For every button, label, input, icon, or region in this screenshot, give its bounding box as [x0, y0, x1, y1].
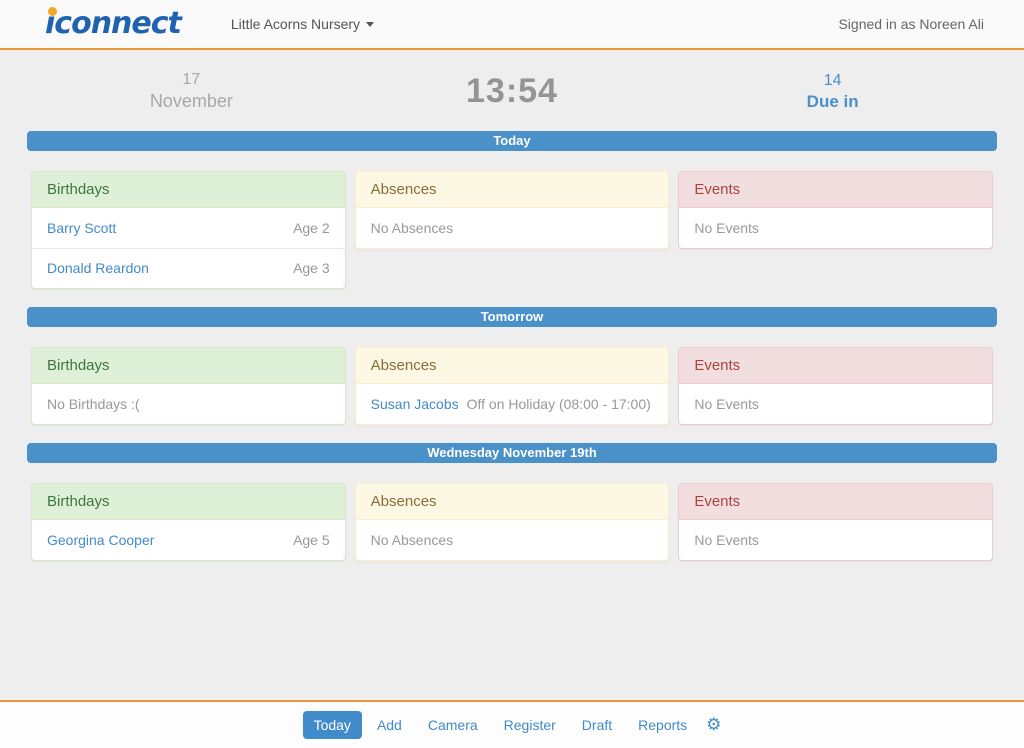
absence-row: No Absences: [356, 208, 669, 248]
child-name-link[interactable]: Donald Reardon: [47, 260, 149, 276]
absences-panel-body: Susan Jacobs Off on Holiday (08:00 - 17:…: [356, 384, 669, 424]
events-panel: Events No Events: [678, 482, 993, 561]
nursery-selector-label: Little Acorns Nursery: [230, 16, 361, 32]
absence-row: Susan Jacobs Off on Holiday (08:00 - 17:…: [356, 384, 669, 424]
panels-row: Birthdays Georgina Cooper Age 5 Absences…: [31, 482, 993, 561]
child-age: Age 2: [293, 219, 330, 236]
events-panel-header: Events: [679, 171, 992, 208]
events-panel-body: No Events: [679, 208, 992, 248]
event-row: No Events: [679, 384, 992, 424]
bottom-nav-bar: Today Add Camera Register Draft Reports …: [0, 700, 1024, 748]
section-banner: Today: [27, 130, 997, 151]
date-day: 17: [182, 71, 201, 88]
due-in-indicator[interactable]: 14 Due in: [672, 71, 993, 112]
events-panel-header: Events: [679, 347, 992, 384]
absences-panel-body: No Absences: [356, 520, 669, 560]
no-events-text: No Events: [694, 395, 759, 412]
child-name-link[interactable]: Georgina Cooper: [47, 531, 155, 548]
birthdays-panel-body: No Birthdays :(: [32, 384, 345, 424]
absences-panel: Absences Susan Jacobs Off on Holiday (08…: [354, 346, 670, 425]
birthdays-panel: Birthdays Georgina Cooper Age 5: [31, 482, 346, 561]
no-absences-text: No Absences: [370, 531, 454, 548]
absences-panel: Absences No Absences: [354, 170, 670, 249]
due-in-label: Due in: [806, 91, 859, 111]
current-date: 17 November: [31, 70, 352, 113]
top-bar: i connect Little Acorns Nursery Signed in…: [0, 0, 1024, 50]
absences-panel: Absences No Absences: [354, 482, 670, 561]
event-row: No Events: [679, 520, 992, 560]
logo-i-letter: i: [45, 7, 57, 39]
absences-panel-header: Absences: [355, 347, 669, 384]
no-birthdays-text: No Birthdays :(: [47, 395, 140, 412]
logo-orange-dot-icon: [48, 7, 57, 16]
events-panel: Events No Events: [678, 170, 993, 249]
no-events-text: No Events: [694, 531, 759, 548]
events-panel-body: No Events: [679, 384, 992, 424]
events-panel-body: No Events: [679, 520, 992, 560]
absences-panel-header: Absences: [355, 483, 669, 520]
no-events-text: No Events: [694, 219, 759, 236]
section-banner: Tomorrow: [27, 306, 997, 327]
child-name-link[interactable]: Barry Scott: [47, 219, 117, 236]
birthdays-panel: Birthdays Barry Scott Age 2 Donald Reard…: [31, 170, 346, 289]
no-absences-text: No Absences: [370, 219, 454, 236]
birthdays-panel-header: Birthdays: [32, 347, 345, 384]
nav-reports[interactable]: Reports: [638, 717, 688, 733]
current-time: 13:54: [466, 71, 558, 110]
absences-panel-header: Absences: [355, 171, 669, 208]
birthday-row: Donald Reardon Age 3: [32, 247, 345, 288]
chevron-down-icon: [366, 21, 375, 27]
nav-register[interactable]: Register: [503, 717, 556, 733]
absences-panel-body: No Absences: [356, 208, 669, 248]
date-month: November: [149, 91, 233, 111]
birthdays-panel-body: Barry Scott Age 2 Donald Reardon Age 3: [32, 208, 345, 288]
section-banner: Wednesday November 19th: [27, 442, 997, 463]
birthdays-panel: Birthdays No Birthdays :(: [31, 346, 346, 425]
signed-in-text: Signed in as Noreen Ali: [838, 16, 984, 32]
nav-add[interactable]: Add: [376, 717, 402, 733]
due-in-count: 14: [823, 71, 842, 89]
nav-today[interactable]: Today: [302, 711, 362, 739]
panels-row: Birthdays Barry Scott Age 2 Donald Reard…: [31, 170, 993, 289]
section-wednesday: Wednesday November 19th Birthdays Georgi…: [0, 442, 1024, 561]
section-tomorrow: Tomorrow Birthdays No Birthdays :( Absen…: [0, 306, 1024, 425]
nav-draft[interactable]: Draft: [581, 717, 613, 733]
events-panel-header: Events: [679, 483, 992, 520]
main-content: 17 November 13:54 14 Due in Today Birthd…: [0, 50, 1024, 700]
birthday-row: Barry Scott Age 2: [32, 208, 345, 248]
section-today: Today Birthdays Barry Scott Age 2 Donald…: [0, 130, 1024, 289]
birthday-row: No Birthdays :(: [32, 384, 345, 424]
event-row: No Events: [679, 208, 992, 248]
birthdays-panel-header: Birthdays: [32, 171, 345, 208]
settings-gear-icon[interactable]: ⚙: [706, 715, 722, 734]
child-age: Age 5: [293, 531, 330, 548]
absence-detail: Off on Holiday (08:00 - 17:00): [466, 395, 651, 412]
events-panel: Events No Events: [678, 346, 993, 425]
absence-row: No Absences: [356, 520, 669, 560]
birthday-row: Georgina Cooper Age 5: [32, 520, 345, 560]
child-age: Age 3: [293, 260, 330, 276]
birthdays-panel-body: Georgina Cooper Age 5: [32, 520, 345, 560]
iconnect-logo: i connect: [45, 6, 182, 41]
panels-row: Birthdays No Birthdays :( Absences Susan…: [31, 346, 993, 425]
summary-row: 17 November 13:54 14 Due in: [0, 50, 1024, 113]
birthdays-panel-header: Birthdays: [32, 483, 345, 520]
logo-suffix: connect: [54, 6, 182, 41]
nav-camera[interactable]: Camera: [427, 717, 478, 733]
nursery-selector[interactable]: Little Acorns Nursery: [230, 16, 375, 32]
child-name-link[interactable]: Susan Jacobs: [370, 395, 459, 412]
